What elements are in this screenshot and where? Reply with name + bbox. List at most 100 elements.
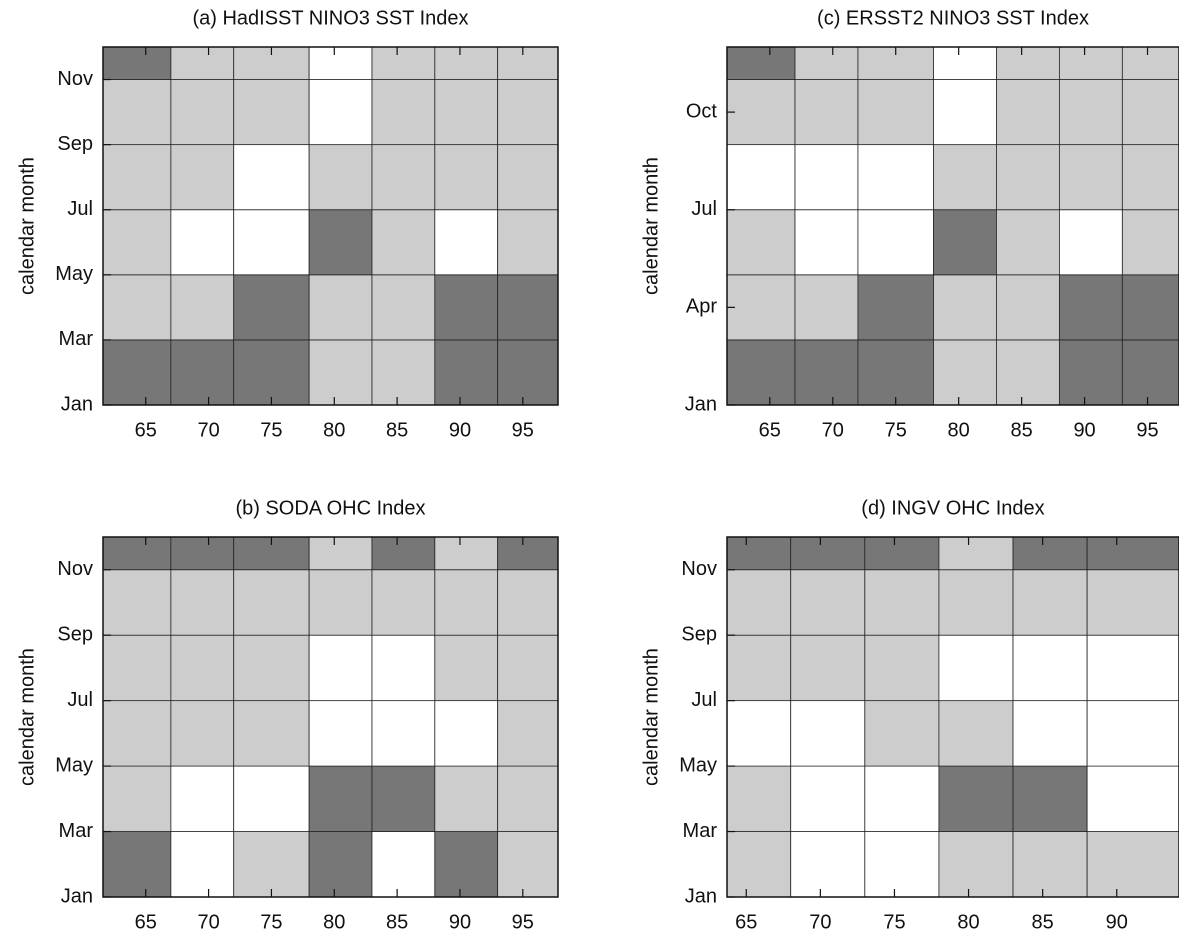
panel-title: (a) HadISST NINO3 SST Index [192, 7, 468, 29]
x-tick-label: 80 [957, 911, 979, 933]
y-tick-label: Sep [57, 133, 93, 155]
contour-cell [938, 569, 1014, 636]
contour-cell [1012, 831, 1088, 897]
contour-cell [103, 339, 172, 405]
contour-cell [790, 537, 866, 571]
contour-cell [864, 700, 940, 767]
contour-cell [1121, 209, 1179, 276]
contour-cell [308, 274, 373, 341]
contour-cell [1058, 209, 1123, 276]
y-tick-label: Mar [59, 820, 94, 842]
contour-cell [308, 569, 373, 636]
y-tick-label: Oct [686, 100, 718, 122]
contour-cell [103, 765, 172, 832]
contour-cell [996, 209, 1060, 276]
x-tick-label: 85 [1032, 911, 1054, 933]
contour-cell [938, 831, 1014, 897]
y-tick-label: Nov [57, 558, 93, 580]
panel-title: (d) INGV OHC Index [861, 497, 1044, 519]
contour-cell [864, 569, 940, 636]
contour-cell [497, 700, 558, 767]
contour-cell [1058, 144, 1123, 211]
y-tick-label: Jan [685, 393, 717, 415]
contour-cell [938, 634, 1014, 702]
contour-cell [996, 144, 1060, 211]
y-tick-label: Nov [681, 558, 717, 580]
contour-cell [497, 339, 558, 405]
y-axis-label: calendar month [16, 648, 38, 786]
contour-cell [1121, 79, 1179, 146]
contour-cell [233, 79, 310, 146]
contour-cell [308, 79, 373, 146]
contour-cell [996, 274, 1060, 341]
contour-cell [790, 831, 866, 897]
plot-frame [102, 536, 559, 898]
contour-cell [1012, 634, 1088, 702]
contour-cell [103, 634, 172, 702]
contour-cell [233, 569, 310, 636]
contour-cell [233, 209, 310, 276]
contour-cell [308, 765, 373, 832]
contour-cell [1012, 569, 1088, 636]
x-tick-label: 70 [197, 911, 219, 933]
x-tick-label: 90 [449, 911, 471, 933]
contour-cell [727, 537, 792, 571]
contour-cell [996, 339, 1060, 405]
x-tick-label: 65 [135, 419, 157, 441]
contour-cell [371, 274, 436, 341]
contour-cell [434, 339, 499, 405]
x-tick-label: 90 [449, 419, 471, 441]
contour-cell [1086, 700, 1179, 767]
contour-cell [1086, 634, 1179, 702]
y-tick-label: Jul [691, 198, 717, 220]
contour-cell [864, 634, 940, 702]
contour-cell [103, 47, 172, 80]
contour-cell [233, 339, 310, 405]
contour-cell [170, 537, 235, 571]
x-tick-label: 80 [948, 419, 970, 441]
contour-cell [434, 634, 499, 702]
contour-cell [497, 209, 558, 276]
contour-cell [103, 700, 172, 767]
contour-cell [103, 831, 172, 897]
y-tick-label: Mar [683, 820, 718, 842]
contour-cell [938, 537, 1014, 571]
contour-cell [233, 700, 310, 767]
contour-cell [434, 700, 499, 767]
contour-cell [434, 765, 499, 832]
contour-cell [1012, 537, 1088, 571]
x-tick-label: 75 [260, 419, 282, 441]
contour-cell [1086, 831, 1179, 897]
contour-cell [308, 700, 373, 767]
plot-frame [726, 46, 1179, 406]
y-tick-label: Jul [67, 198, 93, 220]
contour-cell [497, 831, 558, 897]
contour-cell [434, 209, 499, 276]
contour-cell [233, 634, 310, 702]
x-tick-label: 75 [883, 911, 905, 933]
contour-cell [371, 47, 436, 80]
contour-cell [497, 569, 558, 636]
contour-cell [996, 47, 1060, 80]
contour-cell [103, 144, 172, 211]
contour-cell [497, 144, 558, 211]
contour-cell [170, 144, 235, 211]
contour-cell [727, 700, 792, 767]
contour-cell [103, 537, 172, 571]
contour-cell [434, 79, 499, 146]
contour-cell [308, 537, 373, 571]
contour-cell [497, 274, 558, 341]
contour-cell [996, 79, 1060, 146]
x-tick-label: 85 [1010, 419, 1032, 441]
contour-cell [170, 274, 235, 341]
x-tick-label: 80 [323, 419, 345, 441]
contour-cell [933, 209, 997, 276]
contour-cell [933, 274, 997, 341]
contour-cell [727, 831, 792, 897]
contour-cell [727, 274, 796, 341]
contour-cell [103, 569, 172, 636]
contour-cell [434, 47, 499, 80]
contour-cell [790, 569, 866, 636]
contour-cell [857, 79, 934, 146]
y-tick-label: May [55, 263, 93, 285]
